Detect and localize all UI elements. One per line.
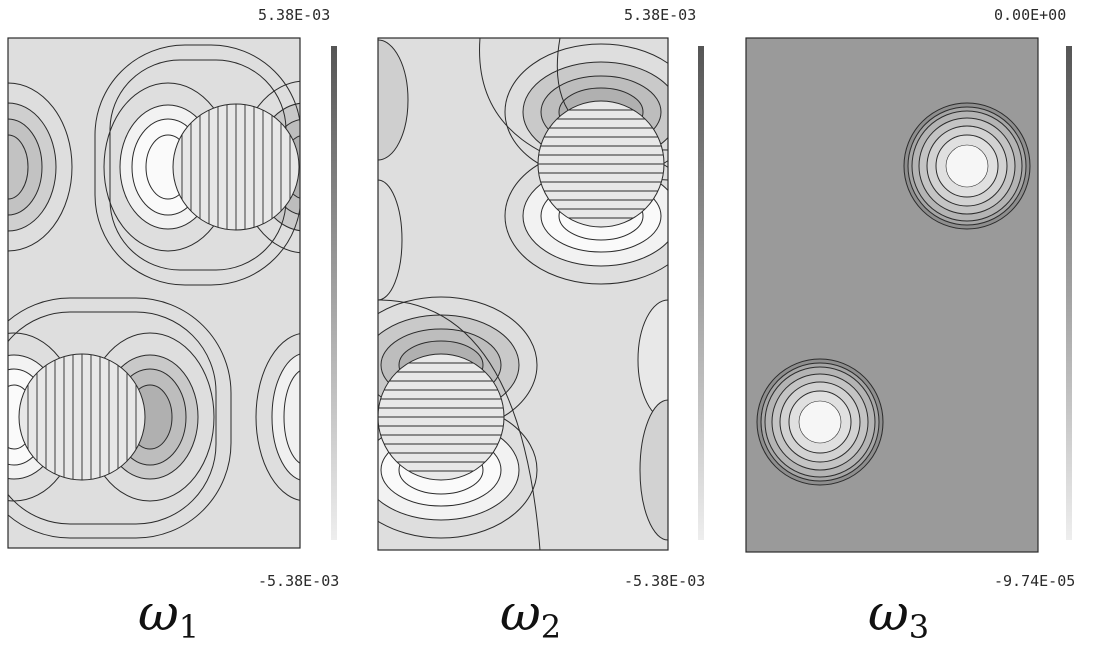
particle-circle-upper — [537, 100, 665, 228]
contour-rings-upper — [903, 102, 1031, 230]
colorbar-max-label: 5.38E-03 — [258, 6, 331, 24]
colorbar-omega3 — [1066, 46, 1072, 540]
mode-symbol: ω — [138, 584, 179, 642]
particle-circle-lower — [18, 353, 146, 481]
colorbar-omega2 — [698, 46, 704, 540]
mode-index: 3 — [908, 608, 930, 646]
mode-label-omega2: ω2 — [500, 588, 561, 643]
colorbar-max-label: 5.38E-03 — [624, 6, 697, 24]
colorbar-max-label: 0.00E+00 — [994, 6, 1067, 24]
panel-omega2-plot — [377, 37, 669, 551]
colorbar-min-label: -9.74E-05 — [994, 572, 1076, 590]
mode-label-omega3: ω3 — [868, 588, 929, 643]
mode-symbol: ω — [500, 584, 541, 642]
mode-index: 1 — [178, 608, 200, 646]
colorbar-min-label: -5.38E-03 — [624, 572, 706, 590]
mode-symbol: ω — [868, 584, 909, 642]
colorbar-omega1 — [331, 46, 337, 540]
mode-label-omega1: ω1 — [138, 588, 199, 643]
colorbar-min-label: -5.38E-03 — [258, 572, 340, 590]
particle-circle-upper — [172, 103, 300, 231]
mode-index: 2 — [540, 608, 562, 646]
contour-rings-lower — [756, 358, 884, 486]
panel-omega1-plot — [7, 37, 301, 549]
panel-omega3-plot — [745, 37, 1039, 553]
particle-circle-lower — [377, 353, 505, 481]
